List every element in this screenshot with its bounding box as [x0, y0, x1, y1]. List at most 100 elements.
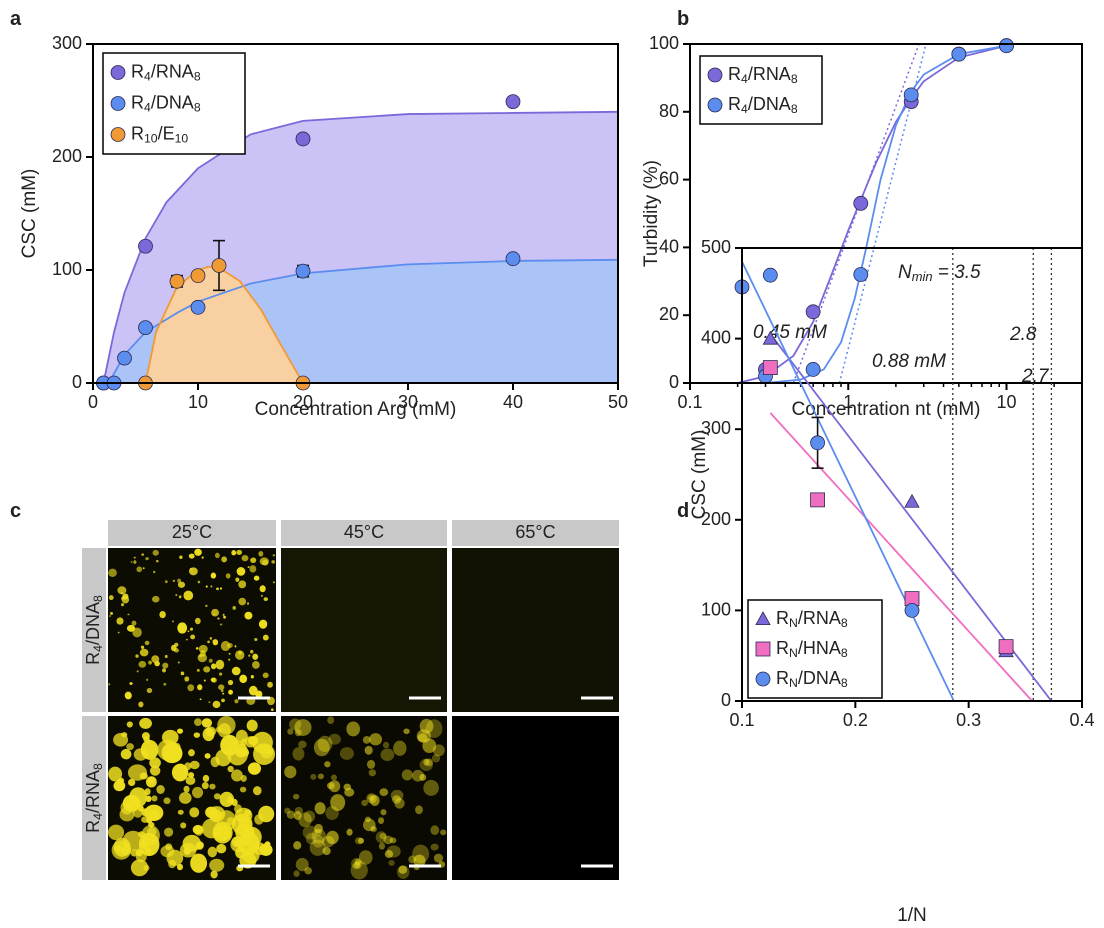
droplet [211, 678, 216, 682]
droplet [383, 742, 389, 749]
figure: a b c d 010203040500100200300Concentrati… [0, 0, 1104, 928]
droplet [226, 573, 231, 578]
droplet [231, 799, 237, 806]
droplet [203, 666, 210, 672]
droplet [387, 845, 401, 857]
droplet [431, 844, 439, 851]
droplet [208, 847, 217, 858]
droplet [190, 568, 193, 571]
droplet [423, 780, 439, 796]
y-tick-label: 100 [701, 599, 731, 619]
droplet [247, 720, 258, 732]
droplet [331, 774, 337, 780]
legend-label: R4/DNA8 [728, 94, 798, 116]
y-tick-label: 500 [701, 237, 731, 257]
droplet [109, 615, 111, 617]
droplet [242, 555, 249, 561]
droplet [237, 567, 246, 576]
row-label: R4/DNA8 [83, 595, 105, 665]
droplet [166, 745, 183, 763]
droplet [221, 556, 227, 562]
droplet [390, 837, 397, 843]
droplet [136, 566, 142, 572]
point [811, 493, 825, 507]
droplet [247, 602, 249, 605]
point [296, 264, 310, 278]
legend-label: RN/DNA8 [776, 668, 848, 690]
droplet [190, 635, 195, 640]
point [118, 351, 132, 365]
droplet [128, 764, 147, 780]
droplet [178, 810, 184, 815]
droplet [210, 870, 217, 878]
droplet [351, 861, 368, 879]
droplet [260, 585, 266, 592]
droplet [202, 782, 209, 789]
droplet [181, 671, 185, 675]
droplet [214, 793, 221, 799]
droplet [370, 826, 376, 832]
droplet [239, 651, 242, 654]
droplet [184, 676, 189, 681]
droplet [210, 585, 212, 587]
droplet [253, 786, 262, 795]
y-axis-title: CSC (mM) [19, 169, 40, 259]
droplet [148, 777, 155, 784]
point [806, 305, 820, 319]
droplet [132, 627, 142, 637]
droplet [213, 701, 221, 708]
droplet [196, 647, 199, 650]
droplet [141, 646, 144, 649]
droplet [248, 762, 261, 774]
droplet [118, 632, 120, 634]
annotation: 2.8 [1009, 324, 1037, 345]
droplet [303, 826, 318, 840]
droplet [187, 684, 194, 691]
point [854, 196, 868, 210]
y-tick-label: 80 [659, 101, 679, 121]
droplet [177, 622, 187, 633]
droplet [241, 749, 249, 757]
droplet [143, 865, 149, 871]
droplet [121, 603, 124, 606]
droplet [138, 831, 145, 837]
droplet [241, 823, 247, 829]
annotation: 0.45 mM [753, 322, 827, 343]
droplet [219, 673, 222, 676]
droplet [139, 718, 152, 729]
droplet [134, 557, 136, 559]
y-tick-label: 0 [72, 372, 82, 392]
droplet [293, 794, 299, 800]
droplet [197, 669, 200, 672]
droplet [194, 549, 202, 556]
droplet [233, 607, 235, 609]
droplet [271, 708, 274, 711]
droplet [216, 844, 226, 854]
y-tick-label: 400 [701, 327, 731, 347]
annotation: 2.7 [1021, 366, 1050, 387]
droplet [172, 620, 174, 622]
droplet [223, 616, 226, 619]
droplet [378, 817, 384, 824]
micrograph [452, 548, 619, 712]
droplet [117, 586, 126, 594]
droplet [207, 641, 210, 644]
droplet [433, 744, 445, 756]
droplet [175, 594, 177, 596]
column-label: 45°C [344, 522, 384, 542]
droplet [408, 856, 416, 864]
droplet [138, 702, 143, 708]
droplet [113, 733, 128, 747]
droplet [165, 843, 172, 850]
point [1000, 39, 1014, 53]
droplet [151, 795, 157, 801]
x-tick-label: 0.1 [677, 392, 702, 412]
legend-marker [756, 642, 770, 656]
droplet [210, 637, 212, 640]
droplet [254, 638, 257, 641]
droplet [178, 662, 180, 664]
droplet [398, 866, 407, 874]
droplet [376, 831, 387, 843]
y-axis-title: Turbidity (%) [641, 160, 662, 267]
droplet [252, 661, 260, 669]
